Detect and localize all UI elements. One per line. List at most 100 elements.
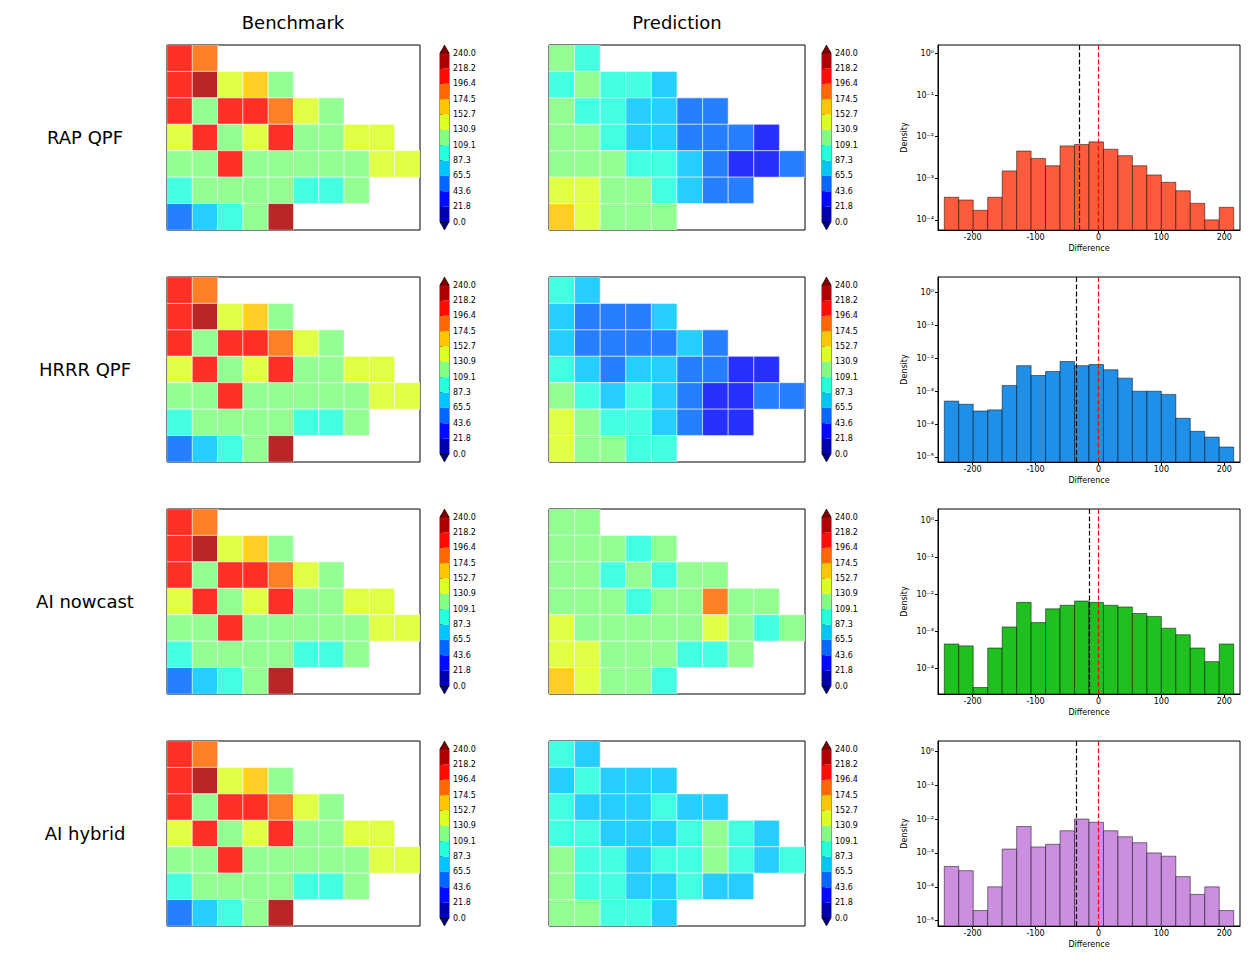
svg-text:65.5: 65.5 (453, 403, 471, 412)
svg-text:-100: -100 (1026, 697, 1044, 706)
svg-text:10⁻⁵: 10⁻⁵ (916, 452, 934, 461)
svg-text:0: 0 (1096, 929, 1101, 938)
svg-text:152.7: 152.7 (835, 342, 858, 351)
svg-text:Difference: Difference (1068, 244, 1109, 253)
svg-text:152.7: 152.7 (835, 806, 858, 815)
svg-text:0.0: 0.0 (453, 450, 466, 459)
svg-text:21.8: 21.8 (835, 434, 853, 443)
svg-text:152.7: 152.7 (835, 574, 858, 583)
svg-text:174.5: 174.5 (453, 559, 476, 568)
svg-text:43.6: 43.6 (835, 187, 853, 196)
svg-text:65.5: 65.5 (835, 635, 853, 644)
svg-text:130.9: 130.9 (453, 589, 476, 598)
svg-text:109.1: 109.1 (453, 141, 476, 150)
svg-text:0: 0 (1096, 233, 1101, 242)
svg-text:130.9: 130.9 (835, 357, 858, 366)
svg-text:-200: -200 (964, 233, 982, 242)
svg-text:65.5: 65.5 (835, 403, 853, 412)
svg-text:218.2: 218.2 (835, 528, 858, 537)
svg-text:43.6: 43.6 (835, 651, 853, 660)
svg-text:109.1: 109.1 (835, 141, 858, 150)
svg-text:200: 200 (1217, 233, 1232, 242)
svg-text:21.8: 21.8 (835, 666, 853, 675)
svg-text:10⁻⁵: 10⁻⁵ (916, 916, 934, 925)
svg-text:-100: -100 (1026, 465, 1044, 474)
svg-text:Benchmark: Benchmark (242, 12, 345, 33)
svg-text:0.0: 0.0 (835, 218, 848, 227)
svg-text:10⁻⁴: 10⁻⁴ (916, 664, 934, 673)
svg-text:0: 0 (1096, 465, 1101, 474)
svg-text:130.9: 130.9 (835, 125, 858, 134)
svg-text:196.4: 196.4 (835, 311, 858, 320)
svg-text:10⁻²: 10⁻² (916, 590, 934, 599)
svg-text:10⁰: 10⁰ (921, 747, 934, 756)
svg-text:65.5: 65.5 (453, 867, 471, 876)
svg-text:240.0: 240.0 (453, 281, 476, 290)
svg-text:10⁰: 10⁰ (921, 516, 934, 525)
svg-text:43.6: 43.6 (453, 651, 471, 660)
svg-text:10⁻¹: 10⁻¹ (916, 781, 934, 790)
svg-text:100: 100 (1154, 465, 1169, 474)
svg-text:AI nowcast: AI nowcast (36, 591, 134, 612)
svg-text:87.3: 87.3 (835, 388, 853, 397)
svg-text:Difference: Difference (1068, 940, 1109, 949)
svg-text:152.7: 152.7 (835, 110, 858, 119)
svg-text:10⁻³: 10⁻³ (916, 627, 934, 636)
svg-text:10⁻³: 10⁻³ (916, 174, 934, 183)
svg-text:10⁰: 10⁰ (921, 49, 934, 58)
svg-text:65.5: 65.5 (453, 635, 471, 644)
svg-text:174.5: 174.5 (835, 559, 858, 568)
svg-text:152.7: 152.7 (453, 574, 476, 583)
svg-text:Density: Density (900, 818, 909, 849)
svg-text:130.9: 130.9 (453, 357, 476, 366)
svg-text:152.7: 152.7 (453, 342, 476, 351)
svg-text:10⁰: 10⁰ (921, 288, 934, 297)
svg-text:10⁻⁴: 10⁻⁴ (916, 215, 934, 224)
svg-text:200: 200 (1217, 697, 1232, 706)
svg-text:43.6: 43.6 (835, 883, 853, 892)
svg-text:-100: -100 (1026, 929, 1044, 938)
svg-text:21.8: 21.8 (453, 666, 471, 675)
svg-text:218.2: 218.2 (453, 760, 476, 769)
svg-text:0: 0 (1096, 697, 1101, 706)
svg-text:87.3: 87.3 (835, 156, 853, 165)
svg-text:196.4: 196.4 (835, 543, 858, 552)
svg-text:200: 200 (1217, 465, 1232, 474)
svg-text:10⁻¹: 10⁻¹ (916, 91, 934, 100)
svg-text:196.4: 196.4 (453, 79, 476, 88)
svg-text:100: 100 (1154, 929, 1169, 938)
svg-text:AI hybrid: AI hybrid (45, 823, 126, 844)
svg-text:130.9: 130.9 (453, 125, 476, 134)
svg-text:174.5: 174.5 (453, 791, 476, 800)
svg-text:109.1: 109.1 (453, 605, 476, 614)
svg-text:-100: -100 (1026, 233, 1044, 242)
svg-text:Difference: Difference (1068, 476, 1109, 485)
svg-text:65.5: 65.5 (835, 867, 853, 876)
svg-text:43.6: 43.6 (453, 187, 471, 196)
svg-text:240.0: 240.0 (835, 745, 858, 754)
svg-text:21.8: 21.8 (835, 202, 853, 211)
svg-text:240.0: 240.0 (835, 49, 858, 58)
svg-text:196.4: 196.4 (835, 79, 858, 88)
svg-text:-200: -200 (964, 929, 982, 938)
svg-text:174.5: 174.5 (453, 327, 476, 336)
svg-text:109.1: 109.1 (835, 605, 858, 614)
svg-text:0.0: 0.0 (835, 682, 848, 691)
svg-text:0.0: 0.0 (453, 218, 466, 227)
svg-text:240.0: 240.0 (835, 513, 858, 522)
svg-text:21.8: 21.8 (453, 898, 471, 907)
svg-text:21.8: 21.8 (453, 434, 471, 443)
svg-text:174.5: 174.5 (453, 95, 476, 104)
svg-text:174.5: 174.5 (835, 327, 858, 336)
svg-text:Difference: Difference (1068, 708, 1109, 717)
svg-text:87.3: 87.3 (835, 852, 853, 861)
svg-text:109.1: 109.1 (453, 373, 476, 382)
svg-text:10⁻⁴: 10⁻⁴ (916, 420, 934, 429)
svg-text:10⁻⁴: 10⁻⁴ (916, 882, 934, 891)
svg-text:10⁻²: 10⁻² (916, 132, 934, 141)
svg-text:218.2: 218.2 (835, 64, 858, 73)
svg-text:10⁻¹: 10⁻¹ (916, 553, 934, 562)
svg-text:240.0: 240.0 (453, 513, 476, 522)
svg-text:196.4: 196.4 (453, 543, 476, 552)
svg-text:0.0: 0.0 (453, 682, 466, 691)
